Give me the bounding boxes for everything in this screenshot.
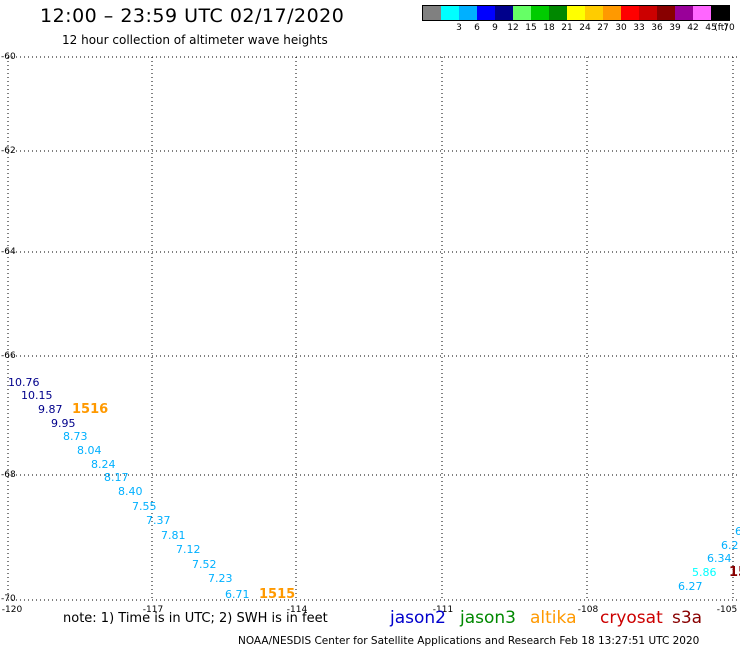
legend-value: 27 — [597, 23, 609, 33]
legend-value: 21 — [561, 23, 573, 33]
wave-height-label: 8.17 — [104, 471, 129, 484]
color-scale-legend — [422, 5, 730, 21]
lon-label: -111 — [432, 605, 454, 615]
satellite-label-jason3: jason3 — [460, 608, 516, 628]
legend-value: 18 — [543, 23, 555, 33]
pass-label: 15 — [729, 565, 740, 580]
wave-height-label: 6 — [735, 525, 740, 538]
legend-swatch — [513, 6, 531, 20]
wave-height-label: 8.04 — [77, 444, 102, 457]
legend-swatch — [567, 6, 585, 20]
wave-height-label: 10.76 — [8, 376, 40, 389]
legend-swatch — [531, 6, 549, 20]
legend-value: 9 — [492, 23, 498, 33]
wave-height-label: 7.81 — [161, 529, 186, 542]
lon-label: -117 — [142, 605, 164, 615]
legend-swatch — [711, 6, 729, 20]
wave-height-label: 9.95 — [51, 417, 76, 430]
satellite-label-cryosat: cryosat — [600, 608, 663, 628]
note-text: note: 1) Time is in UTC; 2) SWH is in fe… — [63, 611, 328, 626]
wave-height-label: 6.2 — [721, 539, 739, 552]
lon-label: -105 — [716, 605, 738, 615]
satellite-label-altika: altika — [530, 608, 577, 628]
legend-value: 70 — [723, 23, 735, 33]
legend-swatch — [423, 6, 441, 20]
wave-height-label: 6.71 — [225, 588, 250, 601]
legend-value: 42 — [687, 23, 699, 33]
wave-height-label: 7.12 — [176, 543, 201, 556]
lat-label: -62 — [1, 146, 16, 156]
lat-label: -70 — [1, 594, 16, 604]
map-grid — [7, 56, 740, 601]
legend-swatch — [549, 6, 567, 20]
lon-label: -120 — [1, 605, 23, 615]
legend-swatch — [459, 6, 477, 20]
lat-label: -66 — [1, 351, 16, 361]
legend-value: 12 — [507, 23, 519, 33]
pass-label: 1516 — [72, 402, 109, 417]
satellite-label-s3a: s3a — [672, 608, 703, 628]
satellite-label-jason2: jason2 — [390, 608, 446, 628]
legend-swatch — [495, 6, 513, 20]
legend-value: 36 — [651, 23, 663, 33]
legend-swatch — [603, 6, 621, 20]
map-subtitle: 12 hour collection of altimeter wave hei… — [62, 33, 328, 47]
wave-height-label: 8.24 — [91, 458, 116, 471]
legend-swatch — [693, 6, 711, 20]
wave-height-label: 9.87 — [38, 403, 63, 416]
legend-swatch — [441, 6, 459, 20]
legend-value: 45 — [705, 23, 717, 33]
wave-height-label: 7.55 — [132, 500, 157, 513]
legend-swatch — [657, 6, 675, 20]
legend-value: 39 — [669, 23, 681, 33]
legend-swatch — [477, 6, 495, 20]
wave-height-label: 7.23 — [208, 572, 233, 585]
wave-height-label: 6.27 — [678, 580, 703, 593]
wave-height-label: 7.52 — [192, 558, 217, 571]
map-title: 12:00 – 23:59 UTC 02/17/2020 — [40, 5, 345, 27]
legend-value: 3 — [456, 23, 462, 33]
legend-swatch — [585, 6, 603, 20]
lat-label: -64 — [1, 247, 16, 257]
legend-unit: (ft) — [714, 23, 728, 33]
credit-line: NOAA/NESDIS Center for Satellite Applica… — [238, 635, 700, 647]
lon-label: -114 — [286, 605, 308, 615]
lon-label: -108 — [577, 605, 599, 615]
legend-value: 15 — [525, 23, 537, 33]
legend-swatch — [621, 6, 639, 20]
wave-height-label: 6.34 — [707, 552, 732, 565]
wave-height-label: 7.37 — [146, 514, 171, 527]
legend-value: 24 — [579, 23, 591, 33]
wave-height-label: 8.40 — [118, 485, 143, 498]
legend-value: 6 — [474, 23, 480, 33]
wave-height-label: 8.73 — [63, 430, 88, 443]
legend-swatch — [639, 6, 657, 20]
pass-label: 1515 — [259, 587, 296, 602]
legend-swatch — [675, 6, 693, 20]
wave-height-label: 5.86 — [692, 566, 717, 579]
lat-label: -68 — [1, 470, 16, 480]
legend-value: 30 — [615, 23, 627, 33]
legend-value: 33 — [633, 23, 645, 33]
lat-label: -60 — [1, 52, 16, 62]
wave-height-label: 10.15 — [21, 389, 53, 402]
